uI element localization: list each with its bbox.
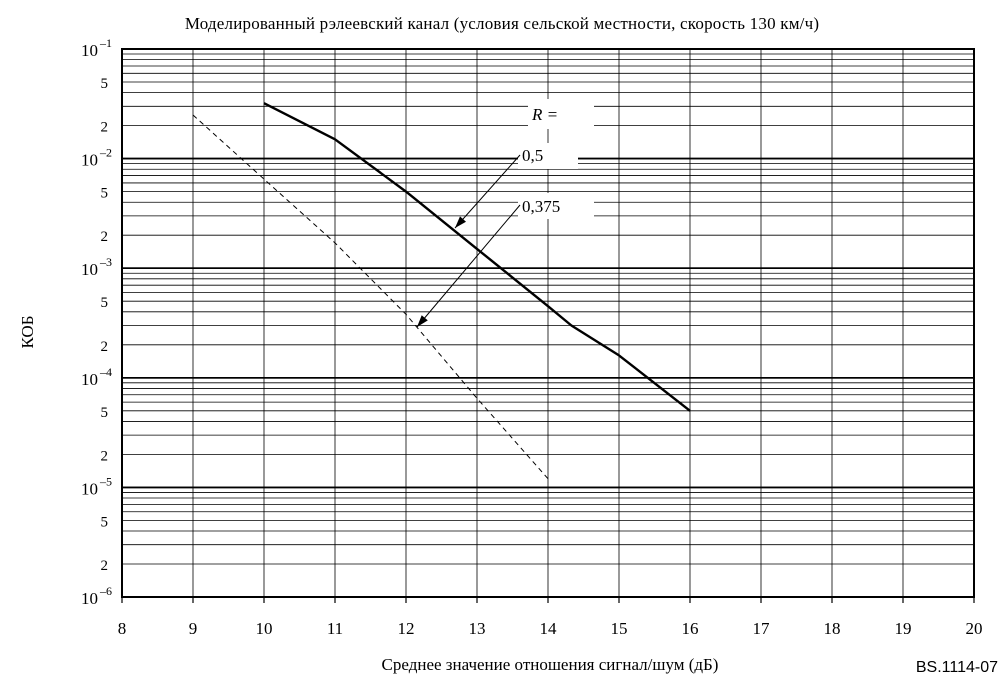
y-minor-tick-label: 2 [101, 229, 109, 245]
y-minor-tick-label: 2 [101, 339, 109, 355]
legend-arrow-0-5-leader [454, 154, 521, 229]
y-tick-exponent: –4 [99, 365, 112, 379]
x-tick-label: 16 [682, 619, 699, 638]
x-tick-label: 8 [118, 619, 127, 638]
x-axis-label: Среднее значение отношения сигнал/шум (д… [381, 655, 719, 674]
x-tick-label: 20 [966, 619, 983, 638]
x-axis: 8 9 10 11 12 13 14 15 16 17 18 19 20 [118, 597, 983, 638]
y-axis-label: КОБ [18, 315, 37, 349]
x-tick-label: 17 [753, 619, 771, 638]
x-tick-label: 19 [895, 619, 912, 638]
y-tick-label: 10 [81, 260, 98, 279]
y-minor-tick-label: 2 [101, 558, 109, 574]
y-minor-tick-label: 5 [101, 295, 109, 311]
y-tick-exponent: –6 [99, 584, 112, 598]
y-minor-tick-label: 5 [101, 186, 109, 202]
series-layer [192, 102, 691, 480]
series-line-r-0-5 [263, 102, 691, 412]
y-tick-exponent: –3 [99, 255, 112, 269]
y-tick-label: 10 [81, 151, 98, 170]
x-tick-label: 9 [189, 619, 198, 638]
y-minor-tick-label: 5 [101, 405, 109, 421]
y-minor-tick-label: 5 [101, 514, 109, 530]
legend-label-0-5: 0,5 [522, 146, 543, 165]
y-tick-exponent: –2 [99, 146, 112, 160]
x-tick-label: 11 [327, 619, 343, 638]
x-tick-label: 13 [469, 619, 486, 638]
x-tick-label: 14 [540, 619, 558, 638]
legend-arrow-0-375-leader [416, 204, 521, 328]
y-tick-exponent: –1 [99, 36, 112, 50]
y-tick-label: 10 [81, 589, 98, 608]
legend-arrow-0-5-arrowhead [455, 216, 466, 228]
legend-label-0-375: 0,375 [522, 197, 560, 216]
legend-label-box-1 [518, 143, 578, 169]
y-tick-exponent: –5 [99, 474, 112, 488]
grid [122, 49, 974, 597]
y-minor-tick-label: 5 [101, 76, 109, 92]
x-tick-label: 15 [611, 619, 628, 638]
y-minor-tick-label: 2 [101, 120, 109, 136]
legend-label-box-2 [518, 193, 594, 219]
x-tick-label: 10 [256, 619, 273, 638]
chart-title: Моделированный рэлеевский канал (условия… [184, 14, 820, 33]
y-tick-label: 10 [81, 41, 98, 60]
y-minor-tick-label: 2 [101, 448, 109, 464]
legend: R = 0,5 0,375 [416, 99, 594, 328]
x-tick-label: 18 [824, 619, 841, 638]
y-tick-label: 10 [81, 370, 98, 389]
legend-title-box [528, 99, 594, 129]
figure-id: BS.1114-07 [915, 659, 998, 676]
x-tick-label: 12 [398, 619, 415, 638]
legend-title: R = [531, 105, 558, 124]
y-tick-label: 10 [81, 479, 98, 498]
legend-arrow-0-375-arrowhead [417, 315, 428, 327]
